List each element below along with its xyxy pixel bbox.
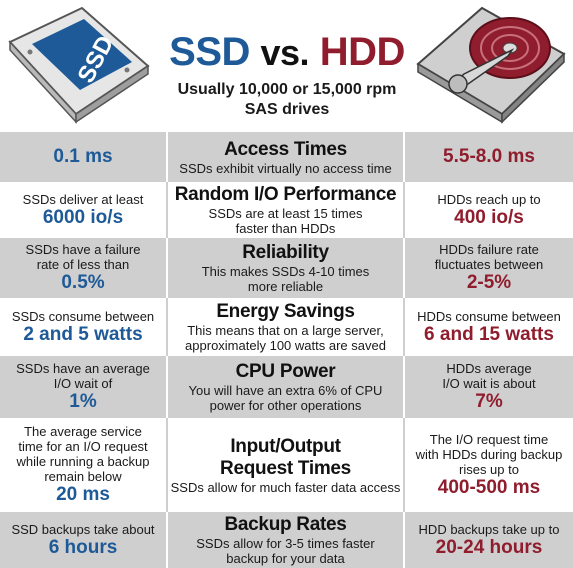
table-row-backup-rates: SSD backups take about 6 hours Backup Ra… <box>0 512 573 568</box>
hdd-cell: HDDs average I/O wait is about 7% <box>405 356 573 418</box>
ssd-cell: SSDs have an average I/O wait of 1% <box>0 356 168 418</box>
hdd-drive-icon <box>416 6 566 124</box>
feature-desc: You will have an extra 6% of CPU <box>188 383 383 398</box>
ssd-text: SSDs deliver at least <box>22 191 144 207</box>
ssd-text: The average service <box>24 424 142 439</box>
ssd-text: SSDs have a failure <box>25 242 141 257</box>
hdd-value: 2-5% <box>466 272 512 293</box>
ssd-text: SSDs consume between <box>11 308 155 324</box>
hdd-text: with HDDs during backup <box>415 446 563 462</box>
table-row-reliability: SSDs have a failure rate of less than 0.… <box>0 238 573 298</box>
page-title: SSD vs. HDD <box>150 30 424 75</box>
feature-desc: power for other operations <box>209 398 362 413</box>
ssd-value: 6 hours <box>48 536 118 558</box>
ssd-value: 1% <box>69 391 97 412</box>
feature-desc: SSDs allow for 3-5 times faster <box>196 536 375 551</box>
hdd-cell: HDDs reach up to 400 io/s <box>405 182 573 238</box>
ssd-value: 20 ms <box>56 484 110 505</box>
hdd-text: HDDs consume between <box>417 308 561 324</box>
table-row-access-times: 0.1 ms Access Times SSDs exhibit virtual… <box>0 132 573 182</box>
title-hdd: HDD <box>319 30 406 74</box>
ssd-value: 2 and 5 watts <box>23 323 143 345</box>
subtitle: Usually 10,000 or 15,000 rpm SAS drives <box>150 80 424 120</box>
feature-heading: Request Times <box>220 457 351 479</box>
hdd-text: HDD backups take up to <box>418 521 560 537</box>
hdd-cell: HDDs failure rate fluctuates between 2-5… <box>405 238 573 298</box>
ssd-text: I/O wait of <box>53 376 113 391</box>
feature-heading: Access Times <box>224 138 347 160</box>
header: SSD SSD vs. HDD Usually 10,000 or 15,000… <box>0 0 573 132</box>
feature-desc: backup for your data <box>226 551 345 566</box>
feature-heading: Backup Rates <box>224 514 347 535</box>
title-vs: vs. <box>260 32 310 73</box>
ssd-text: time for an I/O request <box>18 439 148 454</box>
ssd-cell: 0.1 ms <box>0 132 168 182</box>
ssd-text: while running a backup <box>16 454 150 469</box>
ssd-text: SSDs have an average <box>16 361 150 376</box>
ssd-cell: The average service time for an I/O requ… <box>0 418 168 512</box>
hdd-value: 400 io/s <box>454 206 524 228</box>
feature-heading: Input/Output <box>230 435 341 457</box>
feature-cell: Random I/O Performance SSDs are at least… <box>168 182 405 238</box>
ssd-value: 0.1 ms <box>53 146 113 167</box>
hdd-value: 5.5-8.0 ms <box>443 146 535 167</box>
feature-cell: Backup Rates SSDs allow for 3-5 times fa… <box>168 512 405 568</box>
feature-cell: Input/Output Request Times SSDs allow fo… <box>168 418 405 512</box>
hdd-value: 20-24 hours <box>435 536 543 558</box>
feature-heading: Energy Savings <box>216 301 355 322</box>
table-row-cpu-power: SSDs have an average I/O wait of 1% CPU … <box>0 356 573 418</box>
feature-heading: CPU Power <box>235 361 336 382</box>
hdd-cell: 5.5-8.0 ms <box>405 132 573 182</box>
subtitle-line: Usually 10,000 or 15,000 rpm <box>177 81 397 98</box>
subtitle-line: SAS drives <box>244 101 330 118</box>
comparison-table: 0.1 ms Access Times SSDs exhibit virtual… <box>0 132 573 568</box>
hdd-text: rises up to <box>459 461 519 477</box>
feature-desc: SSDs exhibit virtually no access time <box>179 160 392 176</box>
feature-desc: This makes SSDs 4-10 times <box>201 264 370 279</box>
ssd-cell: SSDs deliver at least 6000 io/s <box>0 182 168 238</box>
table-row-random-io: SSDs deliver at least 6000 io/s Random I… <box>0 182 573 238</box>
table-row-energy-savings: SSDs consume between 2 and 5 watts Energ… <box>0 298 573 356</box>
hdd-value: 400-500 ms <box>437 476 541 498</box>
title-ssd: SSD <box>169 30 250 74</box>
feature-heading: Random I/O Performance <box>174 184 397 205</box>
feature-desc: SSDs are at least 15 times <box>208 206 363 221</box>
hdd-text: The I/O request time <box>429 431 549 447</box>
ssd-value: 0.5% <box>61 272 105 293</box>
table-row-io-request-times: The average service time for an I/O requ… <box>0 418 573 512</box>
hdd-text: HDDs failure rate <box>439 242 539 257</box>
feature-desc: faster than HDDs <box>235 221 336 236</box>
ssd-text: rate of less than <box>36 257 130 272</box>
ssd-drive-icon: SSD <box>8 6 150 124</box>
ssd-text: SSD backups take about <box>11 521 155 537</box>
ssd-value: 6000 io/s <box>42 206 124 228</box>
hdd-cell: HDD backups take up to 20-24 hours <box>405 512 573 568</box>
feature-cell: Access Times SSDs exhibit virtually no a… <box>168 132 405 182</box>
hdd-cell: The I/O request time with HDDs during ba… <box>405 418 573 512</box>
feature-desc: more reliable <box>247 279 324 294</box>
feature-desc: approximately 100 watts are saved <box>185 338 386 353</box>
feature-desc: This means that on a large server, <box>187 323 384 338</box>
ssd-cell: SSD backups take about 6 hours <box>0 512 168 568</box>
feature-heading: Reliability <box>242 242 329 263</box>
hdd-text: HDDs reach up to <box>437 191 541 207</box>
feature-cell: Reliability This makes SSDs 4-10 times m… <box>168 238 405 298</box>
feature-cell: CPU Power You will have an extra 6% of C… <box>168 356 405 418</box>
hdd-text: fluctuates between <box>434 257 544 272</box>
hdd-value: 6 and 15 watts <box>424 323 554 345</box>
ssd-cell: SSDs consume between 2 and 5 watts <box>0 298 168 356</box>
ssd-cell: SSDs have a failure rate of less than 0.… <box>0 238 168 298</box>
feature-desc: SSDs allow for much faster data access <box>170 479 401 495</box>
hdd-text: I/O wait is about <box>442 376 536 391</box>
hdd-cell: HDDs consume between 6 and 15 watts <box>405 298 573 356</box>
hdd-value: 7% <box>475 391 503 412</box>
hdd-text: HDDs average <box>446 361 532 376</box>
feature-cell: Energy Savings This means that on a larg… <box>168 298 405 356</box>
ssd-text: remain below <box>44 469 122 484</box>
